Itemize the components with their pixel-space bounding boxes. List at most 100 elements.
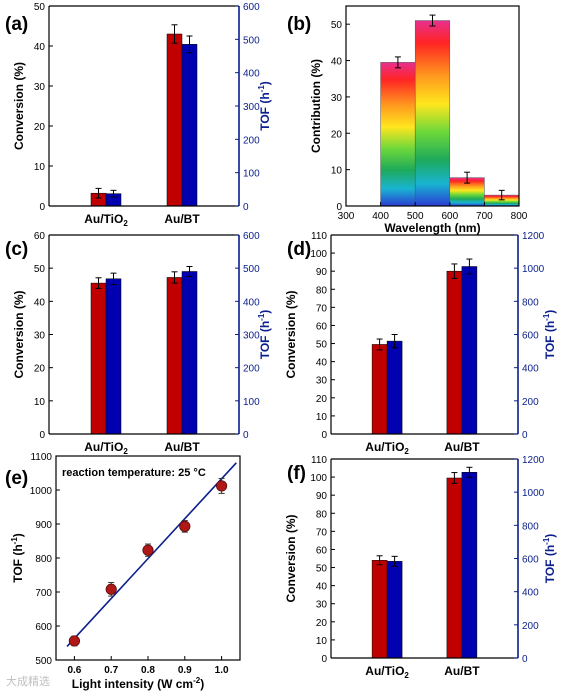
y-tick-label: 700 xyxy=(35,588,52,599)
panel-a: (a)Au/TiO2 Au/BT0102030405001002003004005… xyxy=(5,2,272,228)
category-name: Au/TiO xyxy=(84,440,123,454)
right-y-tick-label: 0 xyxy=(522,654,528,665)
y-tick-label: 40 xyxy=(34,297,46,308)
x-tick-label: 0.7 xyxy=(104,665,118,676)
right-y-tick-label: 800 xyxy=(522,521,539,532)
category-name: Au/BT xyxy=(444,440,480,454)
y-tick-label: 0 xyxy=(39,202,45,213)
right-y-axis-title-sup: -1 xyxy=(257,313,266,321)
x-axis-title-close: ) xyxy=(200,677,204,691)
tof-bar-au-bt xyxy=(181,271,198,435)
data-point xyxy=(68,635,81,647)
x-tick-label: 0.9 xyxy=(178,665,192,676)
y-tick-label: 10 xyxy=(316,636,328,647)
category-subscript: 2 xyxy=(123,447,128,456)
right-y-axis-title-close: ) xyxy=(258,310,272,314)
right-y-axis-title: TOF (h-1) xyxy=(542,310,557,360)
category-label: Au/TiO2 xyxy=(84,212,128,228)
y-tick-label: 40 xyxy=(316,358,328,369)
right-y-tick-label: 1000 xyxy=(522,264,545,275)
right-y-axis-title-main: TOF (h xyxy=(258,92,272,130)
right-y-tick-label: 0 xyxy=(243,202,249,213)
y-tick-label: 70 xyxy=(316,527,328,538)
y-tick-label: 10 xyxy=(316,412,328,423)
right-y-axis-title-sup: -1 xyxy=(542,313,551,321)
y-tick-label: 800 xyxy=(35,554,52,565)
y-tick-label: 50 xyxy=(331,20,343,31)
y-tick-label: 20 xyxy=(34,122,46,133)
y-tick-label: 90 xyxy=(316,267,328,278)
right-y-tick-label: 1200 xyxy=(522,455,545,466)
right-y-tick-label: 0 xyxy=(243,430,249,441)
x-tick-label: 0.8 xyxy=(141,665,155,676)
right-y-axis-title: TOF (h-1) xyxy=(542,534,557,584)
right-y-tick-label: 400 xyxy=(522,364,539,375)
right-y-tick-label: 1200 xyxy=(522,231,545,242)
y-tick-label: 80 xyxy=(316,285,328,296)
y-tick-label: 0 xyxy=(321,430,327,441)
tof-bar-au-tio2 xyxy=(386,340,403,435)
y-tick-label: 60 xyxy=(316,545,328,556)
right-y-tick-label: 100 xyxy=(243,397,260,408)
category-subscript: 2 xyxy=(404,447,409,456)
y-tick-label: 60 xyxy=(316,321,328,332)
y-tick-label: 10 xyxy=(34,162,46,173)
annotation: reaction temperature: 25 °C xyxy=(62,467,206,479)
y-tick-label: 20 xyxy=(331,129,343,140)
right-y-axis-title-main: TOF (h xyxy=(543,321,557,359)
y-tick-label: 20 xyxy=(34,364,46,375)
right-y-tick-label: 400 xyxy=(243,69,260,80)
y-tick-label: 70 xyxy=(316,303,328,314)
x-tick-label: 400 xyxy=(372,211,389,222)
category-subscript: 2 xyxy=(123,219,128,228)
category-label: Au/TiO2 xyxy=(84,440,128,456)
conversion-bar-au-tio2 xyxy=(90,282,107,435)
y-tick-label: 60 xyxy=(34,231,46,242)
x-tick-label: 300 xyxy=(338,211,355,222)
right-y-axis-title-close: ) xyxy=(543,534,557,538)
conversion-bar-au-tio2 xyxy=(371,344,388,435)
y-tick-label: 110 xyxy=(311,231,327,242)
right-y-tick-label: 600 xyxy=(522,555,539,566)
right-y-tick-label: 1000 xyxy=(522,488,545,499)
y-axis-title: Conversion (%) xyxy=(284,290,298,378)
y-tick-label: 50 xyxy=(34,2,46,13)
right-y-axis-title: TOF (h-1) xyxy=(257,310,272,360)
y-axis-title-main: TOF (h xyxy=(11,544,25,582)
panel-label: (b) xyxy=(287,14,311,35)
data-point xyxy=(105,583,117,595)
y-axis-title: Conversion (%) xyxy=(284,514,298,602)
y-tick-label: 30 xyxy=(34,331,46,342)
y-axis-title: Conversion (%) xyxy=(12,290,26,378)
y-axis-title: TOF (h-1) xyxy=(10,533,25,583)
spectral-bar xyxy=(380,62,416,207)
y-tick-label: 90 xyxy=(316,491,328,502)
right-y-tick-label: 400 xyxy=(243,297,260,308)
category-subscript: 2 xyxy=(404,671,409,680)
y-tick-label: 40 xyxy=(316,582,328,593)
category-name: Au/BT xyxy=(164,212,200,226)
category-name: Au/TiO xyxy=(365,664,404,678)
tof-bar-au-tio2 xyxy=(105,278,122,435)
panel-f: (f)Au/TiO2 Au/BT0102030405060708090100110… xyxy=(284,455,557,680)
x-axis-title-main: Light intensity (W cm xyxy=(72,677,193,691)
category-label: Au/BT xyxy=(164,440,200,454)
panel-b: (b) 300 400 500 600 700 800 0 10 20 30 40 50 Waveleng… xyxy=(287,5,528,235)
right-y-tick-label: 500 xyxy=(243,264,260,275)
category-name: Au/BT xyxy=(164,440,200,454)
y-tick-label: 1000 xyxy=(30,486,53,497)
category-label: Au/BT xyxy=(164,212,200,226)
plot-frame xyxy=(345,5,520,207)
data-point xyxy=(216,480,228,492)
panel-e: (e) 0.6 0.7 0.8 0.9 1.0 500 600 700 800 900 1000 110… xyxy=(5,452,241,691)
y-tick-label: 500 xyxy=(35,656,52,667)
right-y-tick-label: 0 xyxy=(522,430,528,441)
category-name: Au/TiO xyxy=(365,440,404,454)
y-tick-label: 30 xyxy=(331,93,343,104)
y-axis-title-sup: -1 xyxy=(10,537,19,545)
right-y-axis-title-close: ) xyxy=(258,81,272,85)
y-tick-label: 80 xyxy=(316,509,328,520)
right-y-axis-title-main: TOF (h xyxy=(543,545,557,583)
x-tick-label: 1.0 xyxy=(215,665,229,676)
